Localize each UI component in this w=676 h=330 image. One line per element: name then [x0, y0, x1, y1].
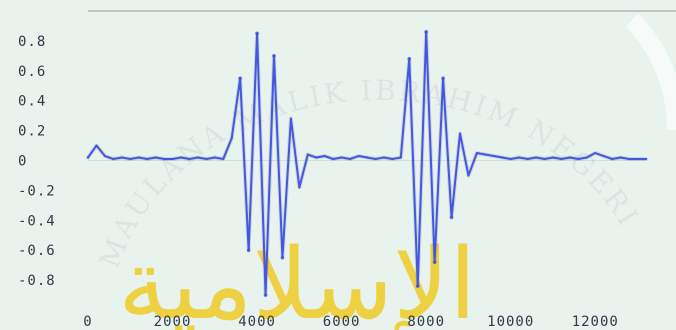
waveform-point: [475, 151, 479, 155]
waveform-point: [86, 156, 90, 159]
waveform-point: [467, 174, 470, 177]
waveform-point: [137, 156, 140, 159]
waveform-series-line: [87, 30, 647, 297]
waveform-point: [213, 156, 217, 159]
waveform-point: [323, 154, 326, 158]
waveform-point: [374, 157, 377, 161]
y-axis-ticks: 0.8 0.6 0.4 0.2 0 -0.2 -0.4 -0.6 -0.8: [18, 34, 56, 289]
y-tick-label: 0.4: [18, 94, 46, 110]
waveform-point: [255, 31, 259, 36]
waveform-point: [458, 132, 462, 135]
waveform-point: [289, 117, 293, 120]
waveform-point: [610, 157, 614, 161]
waveform-point: [365, 156, 369, 159]
waveform-point: [424, 30, 428, 34]
waveform-point: [526, 157, 529, 161]
waveform-point: [298, 186, 301, 189]
waveform-point: [391, 157, 394, 161]
waveform-point: [306, 153, 310, 156]
waveform-point: [348, 157, 352, 161]
waveform-point: [551, 156, 555, 159]
y-tick-label: -0.8: [18, 273, 56, 289]
waveform-point: [415, 284, 420, 288]
waveform-point: [484, 153, 487, 156]
x-tick-label: 10000: [487, 314, 534, 330]
waveform-point: [382, 156, 386, 159]
waveform-point: [577, 157, 580, 161]
waveform-point: [492, 154, 496, 158]
waveform-point: [407, 57, 412, 61]
waveform-point: [145, 157, 149, 161]
waveform-point: [196, 156, 200, 159]
waveform-point: [272, 54, 276, 58]
waveform-point: [154, 156, 157, 159]
plot-layer: [86, 29, 648, 298]
y-tick-label: -0.2: [18, 183, 56, 199]
waveform-point: [222, 157, 225, 161]
waveform-point: [543, 157, 546, 161]
waveform-point: [517, 156, 521, 159]
y-tick-label: -0.4: [18, 213, 56, 229]
y-tick-label: -0.6: [18, 243, 56, 259]
waveform-point: [560, 157, 563, 161]
waveform-point: [619, 156, 622, 159]
waveform-point: [441, 76, 445, 81]
y-tick-label: 0.8: [18, 34, 46, 50]
waveform-point: [534, 156, 538, 159]
waveform-point: [129, 157, 132, 161]
waveform-point: [357, 154, 360, 158]
waveform-point: [449, 215, 454, 220]
waveform-point: [509, 157, 512, 161]
waveform-point: [179, 156, 183, 159]
x-tick-label: 2000: [154, 314, 192, 330]
waveform-point: [432, 260, 437, 264]
waveform-point: [399, 156, 403, 159]
waveform-point: [230, 136, 233, 140]
waveform-point: [585, 156, 589, 159]
waveform-point: [280, 255, 285, 260]
waveform-point: [263, 293, 268, 297]
waveform-point: [188, 157, 191, 161]
waveform-point: [238, 76, 242, 81]
waveform-points: [86, 30, 648, 297]
waveform-point: [95, 144, 98, 147]
waveform-point: [162, 157, 166, 161]
x-tick-label: 12000: [572, 314, 619, 330]
waveform-point: [636, 157, 639, 161]
waveform-point: [568, 156, 572, 159]
waveform-point: [315, 156, 318, 159]
waveform-point: [602, 154, 605, 158]
waveform-point: [594, 151, 597, 155]
x-tick-label: 6000: [323, 314, 361, 330]
waveform-point: [644, 157, 648, 161]
y-tick-label: 0.6: [18, 64, 46, 80]
watermark-curve: [625, 13, 676, 131]
x-tick-label: 8000: [407, 314, 445, 330]
waveform-point: [331, 157, 335, 161]
x-axis-ticks: 0 2000 4000 6000 8000 10000 12000: [83, 314, 619, 330]
waveform-point: [205, 157, 208, 161]
x-tick-label: 0: [83, 314, 92, 330]
waveform-point: [340, 156, 343, 159]
waveform-point: [112, 157, 115, 161]
x-tick-label: 4000: [238, 314, 276, 330]
waveform-point: [103, 154, 107, 158]
y-tick-label: 0.2: [18, 124, 46, 140]
waveform-point: [246, 248, 251, 252]
waveform-point: [171, 157, 174, 161]
waveform-point: [120, 156, 124, 159]
waveform-point: [501, 156, 504, 159]
waveform-point: [627, 157, 631, 161]
y-tick-label: 0: [18, 154, 27, 170]
